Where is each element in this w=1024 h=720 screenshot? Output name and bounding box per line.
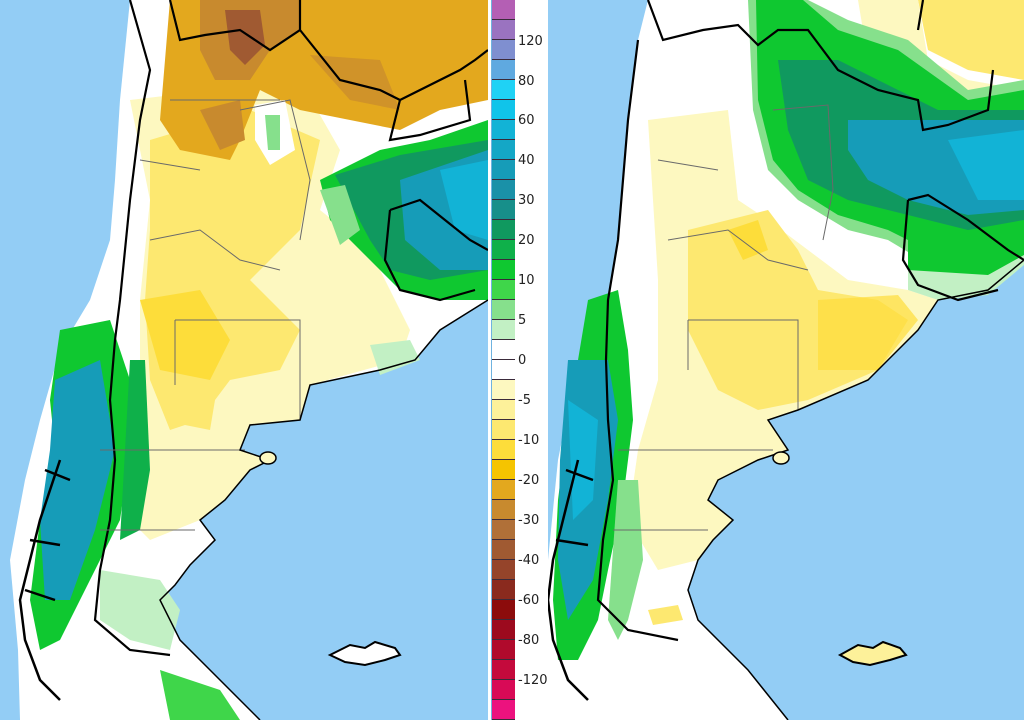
colorbar-segment (492, 460, 515, 480)
colorbar-segment (492, 580, 515, 600)
precip-anomaly-map-left (10, 0, 488, 720)
colorbar-tick-label: -40 (518, 553, 540, 568)
colorbar-segment (492, 20, 515, 40)
country-border (93, 0, 488, 657)
colorbar-segment (492, 520, 515, 540)
map-panel-left (0, 0, 488, 720)
colorbar-segment (492, 380, 515, 400)
colorbar-segment (492, 220, 515, 240)
colorbar-segment (492, 560, 515, 580)
province-borders (613, 104, 834, 531)
chile-archipelago (18, 459, 71, 701)
colorbar-segment (492, 500, 515, 520)
colorbar-tick-label: -60 (518, 593, 540, 608)
colorbar-legend: 120 80 60 40 30 20 10 5 0 -5 -10 -20 -30 -40 -60 -80 -12… (488, 0, 548, 720)
colorbar-segment (492, 440, 515, 460)
colorbar-tick-label: 5 (518, 313, 527, 328)
colorbar-tick-label: -30 (518, 513, 540, 528)
colorbar-segment (492, 300, 515, 320)
colorbar-strip (491, 0, 515, 720)
colorbar-tick-label: -20 (518, 473, 540, 488)
colorbar-segment (492, 180, 515, 200)
coastline (687, 259, 1024, 720)
colorbar-tick-label: 60 (518, 113, 535, 128)
colorbar-segment (492, 600, 515, 620)
colorbar-segment (492, 120, 515, 140)
colorbar-tick-label: 40 (518, 153, 535, 168)
colorbar-tick-label: -10 (518, 433, 540, 448)
colorbar-segment (492, 340, 515, 360)
colorbar-segment (492, 540, 515, 560)
colorbar-tick-label: 10 (518, 273, 535, 288)
colorbar-segment (492, 240, 515, 260)
country-border-uruguay (383, 198, 488, 302)
colorbar-segment (492, 420, 515, 440)
colorbar-tick-label: -5 (518, 393, 531, 408)
falkland-islands (837, 640, 908, 667)
colorbar-tick-label: 20 (518, 233, 535, 248)
country-border (596, 0, 995, 642)
colorbar-segment (492, 620, 515, 640)
colorbar-tick-label: 30 (518, 193, 535, 208)
colorbar-segment (492, 40, 515, 60)
colorbar-segment (492, 680, 515, 700)
falkland-islands (327, 640, 402, 667)
colorbar-segment (492, 320, 515, 340)
colorbar-segment (492, 400, 515, 420)
colorbar-segment (492, 80, 515, 100)
province-borders (100, 99, 311, 531)
colorbar-segment (492, 0, 515, 20)
colorbar-segment (492, 260, 515, 280)
colorbar-segment (492, 360, 515, 380)
coastline (159, 299, 488, 720)
colorbar-segment (492, 100, 515, 120)
colorbar-tick-label: 80 (518, 74, 535, 89)
colorbar-segment (492, 700, 515, 720)
map-panel-right (548, 0, 1024, 720)
colorbar-segment (492, 200, 515, 220)
colorbar-segment (492, 140, 515, 160)
colorbar-segment (492, 60, 515, 80)
country-border-uruguay (901, 193, 1024, 302)
colorbar-segment (492, 160, 515, 180)
colorbar-segment (492, 640, 515, 660)
colorbar-segment (492, 660, 515, 680)
precip-anomaly-map-right (548, 0, 1024, 720)
colorbar-tick-label: -120 (518, 673, 548, 688)
colorbar-tick-label: -80 (518, 633, 540, 648)
chile-archipelago (548, 459, 594, 701)
colorbar-tick-label: 0 (518, 353, 527, 368)
colorbar-segment (492, 280, 515, 300)
colorbar-segment (492, 480, 515, 500)
colorbar-tick-label: 120 (518, 34, 543, 49)
